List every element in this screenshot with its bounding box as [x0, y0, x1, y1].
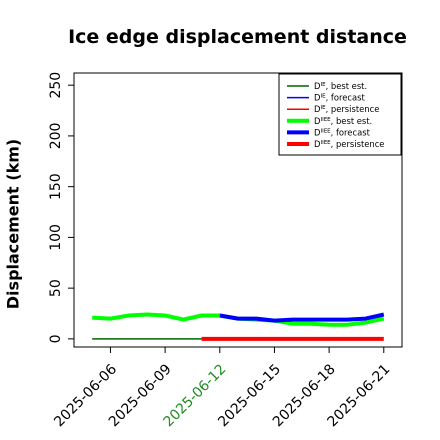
- legend-entry: DIE, forecast: [314, 93, 365, 103]
- chart-title: Ice edge displacement distance: [68, 26, 407, 48]
- y-tick-label: 200: [48, 123, 64, 150]
- y-tick-label: 50: [48, 279, 64, 297]
- legend-entry: DIIEE, persistence: [314, 139, 384, 149]
- legend-entry: DIIEE, best est.: [314, 116, 372, 126]
- y-tick-label: 250: [48, 72, 64, 99]
- x-axis-ticks: 2025-06-062025-06-092025-06-122025-06-15…: [51, 347, 393, 430]
- y-tick-label: 0: [48, 334, 64, 343]
- series-line-5: [219, 312, 385, 323]
- legend-entry: DIE, persistence: [314, 104, 379, 114]
- series-lines: [92, 312, 385, 341]
- y-tick-label: 150: [48, 173, 64, 200]
- legend-entry: DIE, best est.: [314, 81, 367, 91]
- legend-box: [278, 73, 402, 156]
- plot-frame: [73, 72, 403, 348]
- y-tick-label: 100: [48, 224, 64, 251]
- y-axis-ticks: 0 50 100 150 200 250: [48, 72, 74, 343]
- legend-entry: DIIEE, forecast: [314, 127, 371, 137]
